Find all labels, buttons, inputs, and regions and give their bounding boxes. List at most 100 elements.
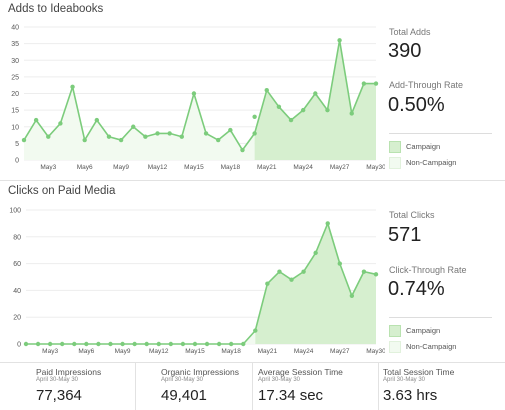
y-tick-label: 40: [11, 25, 19, 32]
chart-title: Adds to Ideabooks: [8, 3, 104, 15]
stat-label: Paid Impressions: [36, 367, 102, 377]
x-tick-label: May6: [78, 348, 94, 355]
click-through-rate-label: Click-Through Rate: [389, 265, 467, 275]
adds-to-ideabooks-chart: 0 5 10 15 20 25 30 35 40 May3 May6 May9 May12 May15 Ma…: [11, 25, 385, 172]
y-tick-label: 30: [11, 58, 19, 65]
x-tick-label: May12: [149, 348, 169, 355]
data-point: [47, 341, 53, 347]
adds-to-ideabooks-panel: Adds to Ideabooks 0 5 10 15 20 25 30 35 40 May3 Ma…: [0, 0, 505, 180]
data-point: [228, 341, 234, 347]
data-point: [191, 91, 197, 96]
stat-separator: [135, 362, 136, 410]
data-point: [349, 111, 354, 116]
data-point: [155, 131, 160, 136]
data-point: [325, 221, 330, 226]
x-tick-label: May18: [221, 348, 241, 355]
x-tick-label: May24: [294, 348, 314, 355]
x-tick-label: May3: [40, 164, 56, 171]
data-point: [143, 134, 148, 139]
y-tick-label: 100: [9, 208, 21, 215]
x-tick-label: May9: [113, 164, 129, 171]
y-tick-label: 80: [13, 234, 21, 241]
stat-value: 49,401: [161, 387, 207, 404]
campaign-swatch: [389, 141, 401, 153]
y-tick-label: 60: [13, 261, 21, 268]
x-tick-label: May9: [115, 348, 131, 355]
stat-label: Organic Impressions: [161, 367, 239, 377]
data-point: [168, 341, 174, 347]
data-point: [167, 131, 172, 136]
campaign-area: [255, 223, 376, 344]
data-point: [373, 272, 379, 277]
data-point: [192, 341, 198, 347]
data-point: [131, 124, 136, 129]
stat-label: Average Session Time: [258, 367, 343, 377]
x-tick-label: May12: [148, 164, 168, 171]
y-tick-label: 0: [15, 158, 19, 165]
data-point: [301, 269, 306, 274]
y-tick-label: 25: [11, 74, 19, 81]
data-point: [216, 137, 221, 143]
x-tick-label: May24: [293, 164, 313, 171]
data-point: [180, 341, 186, 347]
legend-label: Campaign: [406, 326, 441, 335]
data-point: [156, 341, 161, 347]
y-tick-label: 35: [11, 41, 19, 48]
legend-label: Campaign: [406, 142, 441, 151]
total-clicks-label: Total Clicks: [389, 210, 435, 220]
clicks-on-paid-media-panel: Clicks on Paid Media 0 20 40 60 80 100 May3 May…: [0, 182, 505, 362]
chart-title: Clicks on Paid Media: [8, 185, 116, 197]
stat-separator: [252, 362, 253, 410]
non-campaign-area: [26, 330, 256, 344]
legend-label: Non-Campaign: [406, 158, 457, 167]
total-adds-value: 390: [388, 40, 422, 62]
x-tick-label: May6: [77, 164, 93, 171]
stat-separator: [389, 317, 492, 318]
data-point: [84, 341, 89, 347]
data-point: [276, 104, 282, 110]
y-tick-label: 15: [11, 108, 19, 115]
x-tick-label: May21: [257, 164, 277, 171]
data-point: [228, 127, 233, 133]
campaign-area: [254, 40, 376, 160]
stat-separator: [389, 133, 492, 134]
data-point: [204, 341, 210, 347]
data-point: [252, 131, 257, 136]
data-point: [313, 91, 318, 96]
x-tick-label: May27: [330, 348, 350, 355]
data-point: [216, 341, 222, 347]
data-point: [240, 147, 245, 153]
non-campaign-swatch: [389, 341, 401, 353]
data-point: [108, 341, 113, 347]
data-point: [82, 137, 87, 143]
data-point: [349, 293, 355, 298]
stat-date-range: April 30-May 30: [383, 377, 426, 383]
y-tick-label: 5: [15, 141, 19, 148]
stat-value: 17.34 sec: [258, 387, 324, 404]
data-point: [361, 269, 367, 274]
data-point: [277, 269, 282, 274]
stat-date-range: April 30-May 30: [161, 377, 204, 383]
stat-date-range: April 30-May 30: [36, 377, 79, 383]
data-point: [313, 250, 318, 256]
stat-separator: [378, 362, 379, 410]
data-point: [179, 134, 184, 139]
y-tick-label: 10: [11, 124, 19, 131]
data-point: [23, 341, 29, 347]
data-point: [337, 261, 342, 266]
data-point: [46, 134, 51, 139]
data-point: [94, 117, 100, 123]
data-point: [300, 107, 306, 113]
x-tick-label: May3: [42, 348, 58, 355]
total-clicks-value: 571: [388, 224, 422, 246]
legend-label: Non-Campaign: [406, 342, 457, 351]
data-point: [72, 341, 77, 347]
data-point: [289, 277, 294, 282]
total-adds-label: Total Adds: [389, 27, 431, 37]
data-point: [337, 38, 342, 43]
data-point: [252, 114, 257, 119]
y-tick-label: 20: [11, 91, 19, 98]
x-tick-label: May18: [221, 164, 241, 171]
x-tick-label: May30: [366, 348, 385, 355]
panel-divider: [0, 180, 505, 181]
